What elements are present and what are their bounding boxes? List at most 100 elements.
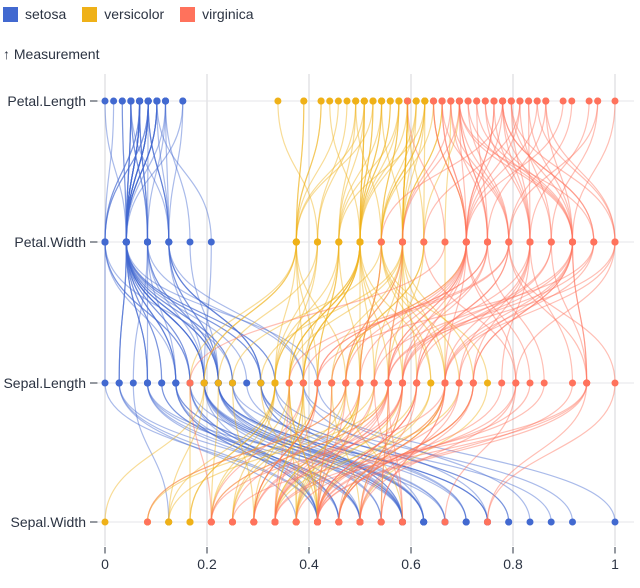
data-point (413, 379, 421, 387)
legend-label-versicolor: versicolor (104, 6, 165, 22)
data-curve (125, 100, 404, 523)
data-curve (146, 100, 452, 523)
data-point (526, 238, 534, 246)
data-point (399, 238, 406, 246)
x-tick-label: 0.4 (299, 556, 319, 572)
data-curve (253, 100, 489, 523)
data-curve (359, 100, 574, 523)
legend-swatch-virginica-icon (180, 6, 196, 22)
data-curve (104, 100, 552, 523)
data-curve (125, 100, 489, 523)
data-point (395, 97, 403, 105)
data-point (144, 379, 151, 387)
data-point (328, 379, 336, 387)
data-point (250, 518, 258, 526)
data-curve (231, 100, 616, 523)
data-curve (104, 100, 319, 523)
data-point (110, 97, 118, 105)
row-label: Petal.Width (14, 234, 86, 250)
data-curve (274, 100, 531, 523)
data-curve (295, 100, 409, 523)
data-curve (125, 100, 319, 523)
row-labels: Petal.Length Petal.Width Sepal.Length Sepal… (3, 93, 98, 530)
data-point (427, 379, 435, 387)
data-point (360, 97, 368, 105)
data-point (356, 518, 364, 526)
data-point (352, 97, 360, 105)
data-curve (359, 100, 489, 523)
data-point (516, 97, 524, 105)
data-point (101, 379, 109, 387)
data-point (526, 518, 534, 526)
data-point (420, 518, 428, 526)
data-curve (260, 100, 409, 523)
data-curve (253, 100, 460, 523)
data-curve (338, 100, 531, 523)
data-curve (295, 100, 404, 523)
data-curve (295, 100, 504, 523)
series-virginica-points (144, 97, 619, 526)
data-point (342, 379, 350, 387)
data-curve (118, 100, 297, 523)
data-point (441, 518, 449, 526)
data-curve (338, 100, 574, 523)
data-curve (316, 100, 590, 523)
data-curve (104, 100, 446, 523)
data-point (384, 379, 392, 387)
data-point (370, 379, 378, 387)
data-curve (253, 100, 467, 523)
data-point (583, 379, 591, 387)
data-curve (231, 100, 322, 523)
data-point (207, 518, 215, 526)
data-point (299, 379, 307, 387)
data-point (455, 97, 463, 105)
data-point (585, 97, 593, 105)
legend-label-virginica: virginica (202, 6, 254, 22)
data-point (207, 238, 215, 246)
data-curve (295, 100, 564, 523)
data-curve (210, 100, 510, 523)
data-point (547, 518, 555, 526)
data-point (314, 518, 321, 526)
data-curve (359, 100, 574, 523)
legend-swatch-versicolor-icon (82, 6, 98, 22)
data-point (404, 97, 411, 105)
data-point (186, 518, 194, 526)
data-curve (274, 100, 460, 523)
data-point (369, 97, 377, 105)
data-point (243, 379, 251, 387)
data-point (505, 238, 513, 246)
data-curve (316, 100, 432, 523)
data-curve (231, 100, 365, 523)
data-curve (231, 100, 504, 523)
data-curve (253, 100, 489, 523)
data-point (172, 379, 180, 387)
data-point (122, 238, 130, 246)
data-curve (125, 100, 404, 523)
data-curve (338, 100, 446, 523)
data-point (611, 518, 619, 526)
data-curve (316, 100, 404, 523)
data-point (271, 379, 279, 387)
data-point (292, 238, 300, 246)
legend-swatch-setosa-icon (3, 6, 18, 22)
data-point (611, 238, 619, 246)
data-curve (253, 100, 374, 523)
data-curve (121, 100, 531, 523)
data-point (525, 97, 533, 105)
data-curve (146, 100, 365, 523)
data-curve (125, 100, 467, 523)
data-curve (125, 100, 425, 523)
x-tick-label: 0.8 (503, 556, 523, 572)
data-point (356, 379, 364, 387)
data-point (507, 97, 515, 105)
data-point (512, 379, 520, 387)
data-point (421, 97, 429, 105)
data-curve (189, 100, 348, 523)
data-curve (316, 100, 574, 523)
data-curve (125, 100, 467, 523)
data-point (186, 379, 194, 387)
data-point (526, 379, 534, 387)
data-point (200, 379, 208, 387)
data-point (568, 97, 576, 105)
